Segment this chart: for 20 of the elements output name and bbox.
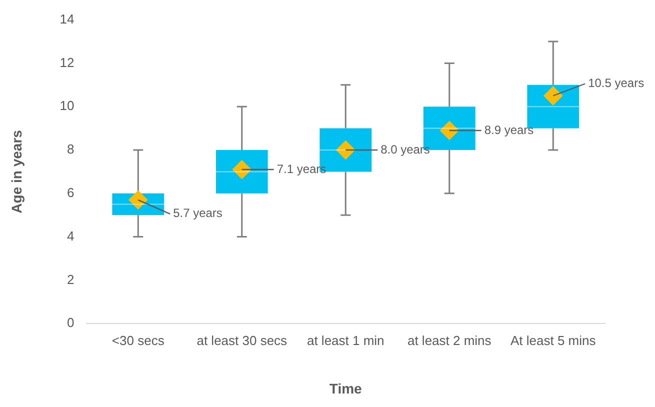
point xyxy=(544,86,563,106)
y-tick-label: 8 xyxy=(67,142,74,157)
data-label: 8.9 years xyxy=(484,122,534,137)
x-tick-label: At least 5 mins xyxy=(510,332,596,348)
y-tick-label: 6 xyxy=(67,184,74,200)
y-axis-title: Age in years xyxy=(8,130,24,214)
data-label: 5.7 years xyxy=(173,206,222,220)
x-axis-title: Time xyxy=(329,380,362,396)
y-tick-label: 12 xyxy=(60,54,74,70)
y-tick-label: 0 xyxy=(67,315,74,330)
y-tick-label: 4 xyxy=(67,228,74,244)
x-tick-label: at least 2 mins xyxy=(407,332,492,348)
x-tick-label: at least 1 min xyxy=(306,332,384,348)
x-tick-label: <30 secs xyxy=(112,332,165,348)
y-tick-label: 14 xyxy=(60,11,74,26)
y-tick-label: 2 xyxy=(67,272,74,287)
data-label: 8.0 years xyxy=(380,142,430,156)
x-tick-label: at least 30 secs xyxy=(196,332,288,348)
data-label: 10.5 years xyxy=(588,76,644,90)
y-tick-label: 10 xyxy=(60,98,74,114)
